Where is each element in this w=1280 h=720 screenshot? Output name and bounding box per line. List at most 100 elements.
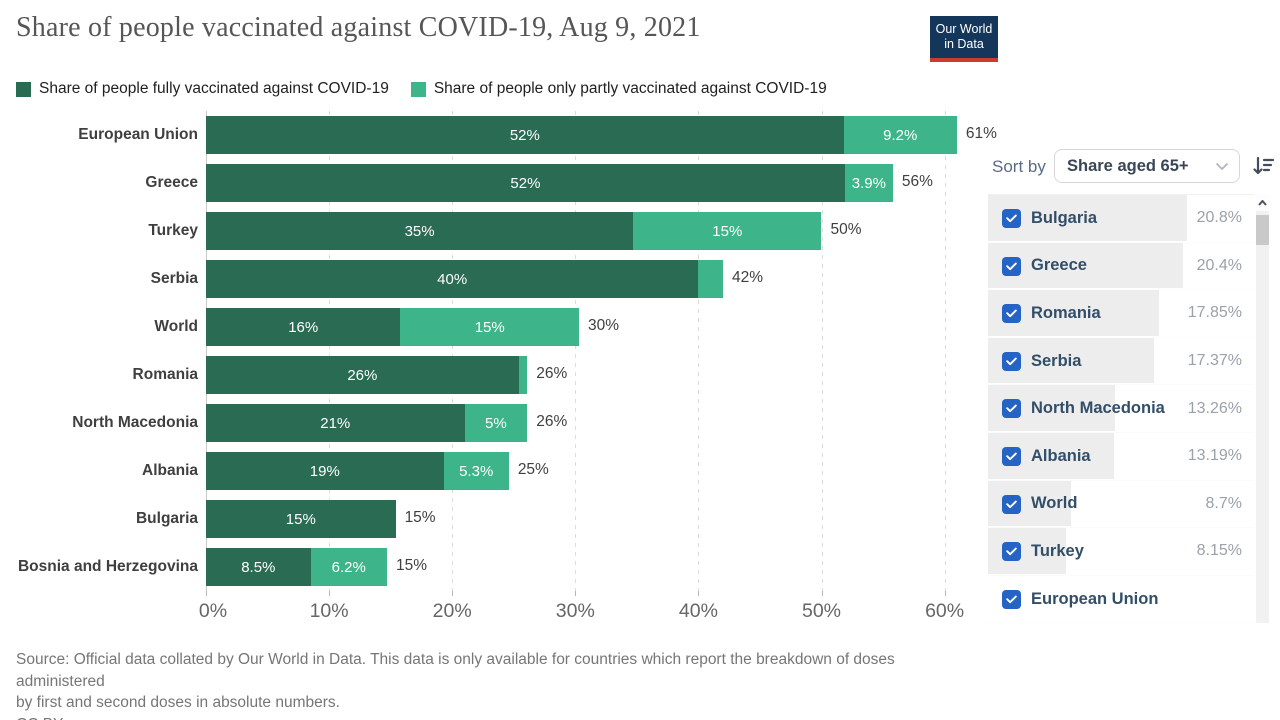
partly-value-label: 9.2% [883,126,918,144]
scroll-up-icon[interactable] [1256,194,1269,211]
country-name: Bulgaria [1031,208,1098,227]
checkbox-checked-icon[interactable] [1002,494,1021,514]
fully-vaccinated-bar-segment[interactable]: 40% [206,260,699,298]
partly-vaccinated-bar-segment[interactable]: 9.2% [843,116,957,154]
country-filter-row[interactable]: Bulgaria 20.8% [988,195,1254,243]
partly-vaccinated-bar-segment[interactable]: 3.9% [844,164,893,202]
country-value: 13.19% [1187,447,1242,465]
checkbox-checked-icon[interactable] [1002,589,1021,609]
partly-value-label: 3.9% [851,174,886,192]
bar-chart: European Union 52% 9.2% 61% Greece 52% 3… [0,111,997,591]
country-filter-row[interactable]: North Macedonia 13.26% [988,385,1254,433]
fully-vaccinated-bar-segment[interactable]: 26% [206,356,519,394]
fully-value-label: 52% [509,126,540,144]
country-name: Serbia [1031,351,1082,370]
checkbox-checked-icon[interactable] [1002,542,1021,562]
source-text-line1: Source: Official data collated by Our Wo… [16,651,895,690]
fully-vaccinated-bar-segment[interactable]: 19% [206,452,444,490]
fully-vaccinated-bar-segment[interactable]: 16% [206,308,401,346]
legend-item-partly: Share of people only partly vaccinated a… [410,80,827,98]
fully-vaccinated-bar-segment[interactable]: 15% [206,500,396,538]
fully-vaccinated-bar-segment[interactable]: 35% [206,212,634,250]
partly-vaccinated-bar-segment[interactable] [698,260,723,298]
bar-total-label: 30% [587,317,620,334]
bar-row: Serbia 40% 42% [0,255,985,303]
country-label: European Union [78,126,198,143]
bar-row: North Macedonia 21% 5% 26% [0,399,985,447]
country-filter-row[interactable]: Turkey 8.15% [988,528,1254,576]
scrollbar-thumb[interactable] [1256,215,1269,245]
bar-track: 19% 5.3% 25% [206,447,985,495]
sort-descending-icon[interactable] [1251,154,1275,178]
fully-vaccinated-bar-segment[interactable]: 21% [206,404,465,442]
country-name: World [1031,494,1078,513]
sort-by-label: Sort by [992,157,1046,176]
partly-vaccinated-bar-segment[interactable]: 15% [633,212,822,250]
fully-vaccinated-bar-segment[interactable]: 8.5% [206,548,311,586]
partly-vaccinated-bar-segment[interactable]: 15% [400,308,579,346]
fully-vaccinated-bar-segment[interactable]: 52% [206,116,844,154]
country-filter-row[interactable]: Albania 13.19% [988,432,1254,481]
x-tick-mark [452,591,454,596]
partly-vaccinated-bar-segment[interactable] [518,356,528,394]
partly-value-label: 5% [485,414,507,432]
checkbox-checked-icon[interactable] [1002,446,1021,466]
checkbox-checked-icon[interactable] [1002,209,1021,228]
scrollbar[interactable] [1256,194,1269,623]
bar-row: Albania 19% 5.3% 25% [0,447,985,495]
x-tick-label: 50% [801,600,842,622]
fully-vaccinated-bar-segment[interactable]: 52% [206,164,845,202]
fully-value-label: 19% [309,462,340,480]
partly-vaccinated-bar-segment[interactable]: 6.2% [310,548,387,586]
owid-logo-line2: in Data [944,37,984,51]
country-filter-row[interactable]: Serbia 17.37% [988,337,1254,386]
country-label: Albania [142,462,198,479]
country-label: Romania [132,366,198,383]
gridline [329,111,331,591]
bar-track: 16% 15% 30% [206,303,985,351]
bar-total-label: 26% [536,365,568,382]
legend-label-fully: Share of people fully vaccinated against… [39,80,389,97]
country-name: Greece [1031,256,1087,275]
country-filter-row[interactable]: World 8.7% [988,480,1254,529]
sort-dropdown[interactable]: Share aged 65+ [1054,149,1240,183]
country-filter-row[interactable]: European Union [988,576,1254,623]
bar-row: Bosnia and Herzegovina 8.5% 6.2% 15% [0,543,985,591]
country-label: Serbia [150,270,198,287]
checkbox-checked-icon[interactable] [1002,304,1021,324]
gridline [698,111,700,591]
gridline [452,111,454,591]
row-value-bar [988,528,1066,574]
fully-value-label: 16% [288,318,319,336]
checkbox-checked-icon[interactable] [1002,351,1021,371]
bar-track: 21% 5% 26% [206,399,985,447]
country-name: European Union [1031,589,1159,608]
row-value-bar [988,480,1072,527]
bar-row: Bulgaria 15% 15% [0,495,985,543]
page-title: Share of people vaccinated against COVID… [16,12,701,43]
partly-value-label: 6.2% [331,558,366,576]
country-filter-row[interactable]: Greece 20.4% [988,242,1254,291]
country-name: Turkey [1031,541,1084,560]
chevron-down-icon [1215,162,1229,171]
checkbox-checked-icon[interactable] [1002,256,1021,276]
legend-label-partly: Share of people only partly vaccinated a… [433,80,827,97]
x-tick-label: 10% [309,600,349,622]
fully-value-label: 40% [437,270,468,288]
checkbox-checked-icon[interactable] [1002,399,1021,419]
bar-row: Turkey 35% 15% 50% [0,207,985,255]
country-value: 13.26% [1187,399,1242,417]
bar-total-label: 56% [901,173,933,190]
partly-vaccinated-bar-segment[interactable]: 5% [464,404,528,442]
source-text-line2: by first and second doses in absolute nu… [16,694,340,711]
bar-total-label: 15% [395,557,427,574]
sort-dropdown-value: Share aged 65+ [1067,156,1189,175]
country-filter-list: Bulgaria 20.8% Greece 20.4% Romania 17.8… [988,194,1254,623]
x-tick-mark [206,591,207,596]
owid-logo: Our World in Data [930,16,998,62]
country-filter-row[interactable]: Romania 17.85% [988,290,1254,338]
bar-total-label: 42% [732,269,764,286]
partly-vaccinated-bar-segment[interactable]: 5.3% [443,452,509,490]
country-value: 17.37% [1187,352,1242,370]
